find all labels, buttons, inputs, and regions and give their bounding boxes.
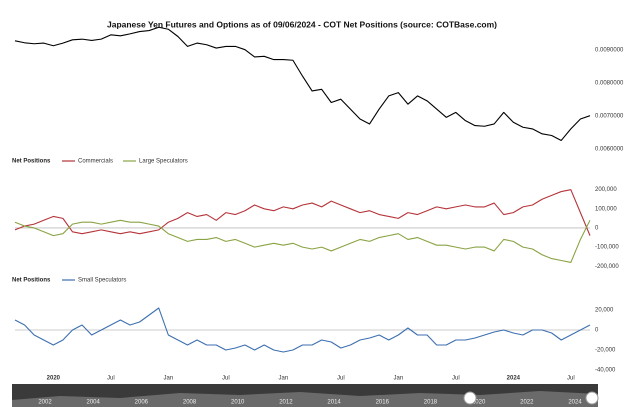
navigator-label: 2010 bbox=[231, 400, 245, 406]
y-tick-label: 200,000 bbox=[595, 187, 617, 193]
y-tick-label: 0.0060000 bbox=[595, 146, 624, 152]
x-tick-label: Jul bbox=[222, 376, 230, 382]
y-tick-label: 0.0070000 bbox=[595, 113, 624, 119]
navigator-label: 2020 bbox=[472, 400, 486, 406]
legend-label[interactable]: Large Speculators bbox=[139, 159, 188, 165]
x-tick-label: Jul bbox=[337, 376, 345, 382]
navigator-area bbox=[12, 391, 598, 407]
chart-title: Japanese Yen Futures and Options as of 0… bbox=[107, 19, 497, 29]
series-line bbox=[14, 26, 591, 141]
y-tick-label: 0 bbox=[595, 328, 599, 334]
x-tick-label: 2020 bbox=[47, 376, 61, 382]
navigator-label: 2008 bbox=[183, 400, 197, 406]
y-tick-label: -40,000 bbox=[595, 368, 616, 374]
legend-title: Net Positions bbox=[12, 159, 51, 165]
x-tick-label: Jan bbox=[278, 376, 288, 382]
x-tick-label: Jul bbox=[567, 376, 575, 382]
series-line bbox=[14, 189, 591, 236]
x-tick-label: Jan bbox=[393, 376, 403, 382]
navigator-label: 2022 bbox=[520, 400, 534, 406]
series-line bbox=[14, 219, 591, 263]
navigator-label: 2006 bbox=[135, 400, 149, 406]
y-tick-label: -20,000 bbox=[595, 348, 616, 354]
series-line bbox=[14, 307, 591, 353]
legend-title: Net Positions bbox=[12, 278, 51, 284]
y-tick-label: -200,000 bbox=[595, 264, 619, 270]
y-tick-label: 0 bbox=[595, 226, 599, 232]
navigator-label: 2024 bbox=[568, 400, 582, 406]
y-tick-label: 0.0090000 bbox=[595, 47, 624, 53]
navigator-label: 2014 bbox=[327, 400, 341, 406]
x-tick-label: 2024 bbox=[507, 376, 521, 382]
x-tick-label: Jul bbox=[107, 376, 115, 382]
navigator-label: 2002 bbox=[38, 400, 52, 406]
legend-label[interactable]: Commercials bbox=[78, 159, 113, 165]
navigator-label: 2012 bbox=[279, 400, 293, 406]
x-tick-label: Jan bbox=[163, 376, 173, 382]
y-tick-label: 100,000 bbox=[595, 206, 617, 212]
y-tick-label: -100,000 bbox=[595, 245, 619, 251]
x-tick-label: Jul bbox=[452, 376, 460, 382]
navigator-label: 2018 bbox=[424, 400, 438, 406]
navigator-label: 2004 bbox=[87, 400, 101, 406]
navigator-handle[interactable] bbox=[585, 391, 599, 405]
y-tick-label: 0.0080000 bbox=[595, 80, 624, 86]
y-tick-label: 20,000 bbox=[595, 308, 614, 314]
legend-label[interactable]: Small Speculators bbox=[78, 278, 126, 284]
navigator-label: 2016 bbox=[376, 400, 390, 406]
navigator-handle[interactable] bbox=[463, 391, 477, 405]
